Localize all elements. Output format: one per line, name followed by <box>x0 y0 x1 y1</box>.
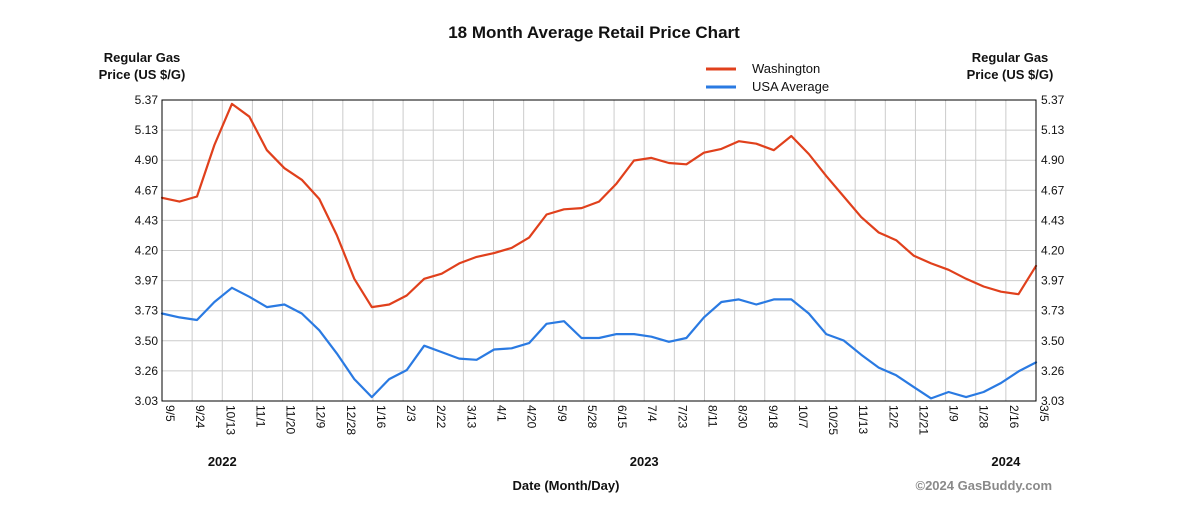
y-tick-label-right: 4.67 <box>1041 183 1065 197</box>
y-tick-label-left: 5.37 <box>135 93 159 107</box>
y-tick-label-left: 5.13 <box>135 123 159 137</box>
series-line-usa-average <box>160 286 1038 400</box>
y-tick-label-left: 4.67 <box>135 183 159 197</box>
x-tick-label: 4/1 <box>495 405 509 422</box>
x-tick-label: 3/5 <box>1037 405 1051 422</box>
x-tick-label: 9/24 <box>193 405 207 429</box>
x-tick-label: 8/11 <box>705 405 719 428</box>
y-tick-label-right: 3.73 <box>1041 304 1065 318</box>
legend-label-usa-average: USA Average <box>752 79 829 94</box>
y-axis-label-left-line2: Price (US $/G) <box>99 67 186 82</box>
chart-title: 18 Month Average Retail Price Chart <box>448 23 740 42</box>
y-axis-label-right-line1: Regular Gas <box>972 50 1049 65</box>
x-tick-label: 12/9 <box>314 405 328 429</box>
y-tick-label-left: 3.50 <box>135 334 159 348</box>
x-tick-label: 6/15 <box>615 405 629 429</box>
year-labels: 2022 2023 2024 <box>208 454 1021 469</box>
y-axis-label-left-line1: Regular Gas <box>104 50 181 65</box>
y-tick-label-right: 4.20 <box>1041 244 1065 258</box>
x-tick-label: 12/28 <box>344 405 358 435</box>
x-tick-label: 11/13 <box>856 405 870 434</box>
x-tick-label: 2/16 <box>1007 405 1021 429</box>
y-tick-label-left: 4.90 <box>135 153 159 167</box>
x-tick-label: 2/3 <box>404 405 418 422</box>
x-tick-label: 4/20 <box>525 405 539 429</box>
year-label: 2024 <box>991 454 1021 469</box>
plot-frame <box>161 99 1037 402</box>
x-tick-label: 1/16 <box>374 405 388 429</box>
y-axis-label-right-line2: Price (US $/G) <box>967 67 1054 82</box>
year-label: 2023 <box>630 454 659 469</box>
x-tick-label: 8/30 <box>736 405 750 429</box>
x-tick-label: 10/7 <box>796 405 810 429</box>
x-tick-label: 7/23 <box>675 405 689 429</box>
x-tick-label: 2/22 <box>434 405 448 429</box>
y-tick-label-left: 3.73 <box>135 304 159 318</box>
y-tick-label-right: 3.03 <box>1041 394 1065 408</box>
series-line-washington <box>160 102 1038 309</box>
y-tick-label-left: 3.03 <box>135 394 159 408</box>
x-tick-labels: 9/5 9/24 10/13 11/1 11/20 12/9 12/28 1/16 2/3 2/2… <box>163 405 1051 435</box>
y-tick-label-right: 3.50 <box>1041 334 1065 348</box>
x-tick-label: 10/25 <box>826 405 840 435</box>
x-tick-label: 12/21 <box>916 405 930 435</box>
y-tick-label-right: 5.37 <box>1041 93 1065 107</box>
x-axis-label: Date (Month/Day) <box>513 478 620 493</box>
x-tick-label: 9/18 <box>766 405 780 429</box>
x-tick-label: 7/4 <box>645 405 659 422</box>
x-tick-label: 3/13 <box>464 405 478 429</box>
x-tick-label: 11/1 <box>253 405 267 428</box>
grid <box>161 99 1037 402</box>
y-tick-label-left: 4.20 <box>135 244 159 258</box>
x-tick-label: 12/2 <box>886 405 900 429</box>
copyright-text: ©2024 GasBuddy.com <box>916 478 1053 493</box>
legend-label-washington: Washington <box>752 61 820 76</box>
y-tick-labels: 5.37 5.37 5.13 5.13 4.90 4.90 4.67 4.67 4.43 4.43… <box>135 93 1065 408</box>
x-tick-label: 5/9 <box>555 405 569 422</box>
y-tick-label-right: 4.90 <box>1041 153 1065 167</box>
series-lines <box>160 102 1038 400</box>
y-tick-label-right: 3.26 <box>1041 364 1065 378</box>
x-tick-label: 1/28 <box>977 405 991 429</box>
y-tick-label-left: 4.43 <box>135 213 159 227</box>
legend: Washington USA Average <box>706 61 829 94</box>
x-tick-label: 1/9 <box>947 405 961 422</box>
y-tick-label-right: 5.13 <box>1041 123 1065 137</box>
y-tick-label-left: 3.97 <box>135 274 159 288</box>
y-tick-label-right: 3.97 <box>1041 274 1065 288</box>
y-tick-label-right: 4.43 <box>1041 213 1065 227</box>
x-tick-label: 5/28 <box>585 405 599 429</box>
x-tick-label: 10/13 <box>223 405 237 435</box>
year-label: 2022 <box>208 454 237 469</box>
x-tick-label: 11/20 <box>284 405 298 434</box>
x-tick-label: 9/5 <box>163 405 177 422</box>
y-tick-label-left: 3.26 <box>135 364 159 378</box>
